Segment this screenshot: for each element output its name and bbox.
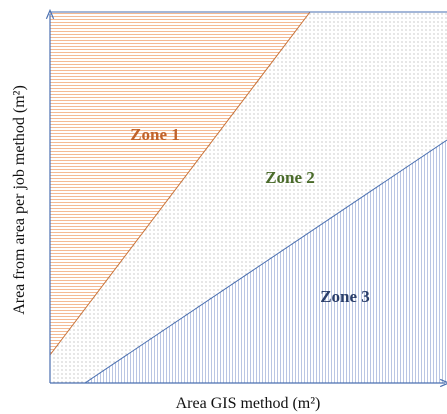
x-axis-label: Area GIS method (m²) bbox=[176, 395, 321, 412]
y-axis-label: Area from area per job method (m²) bbox=[11, 85, 28, 315]
zone-2-area bbox=[50, 12, 447, 383]
zone-label: Zone 3 bbox=[320, 287, 370, 306]
zone-1-boundary bbox=[49, 11, 311, 356]
zone-label: Zone 1 bbox=[130, 125, 180, 144]
zone-label: Zone 2 bbox=[265, 168, 315, 187]
zone-3-boundary bbox=[84, 139, 447, 384]
